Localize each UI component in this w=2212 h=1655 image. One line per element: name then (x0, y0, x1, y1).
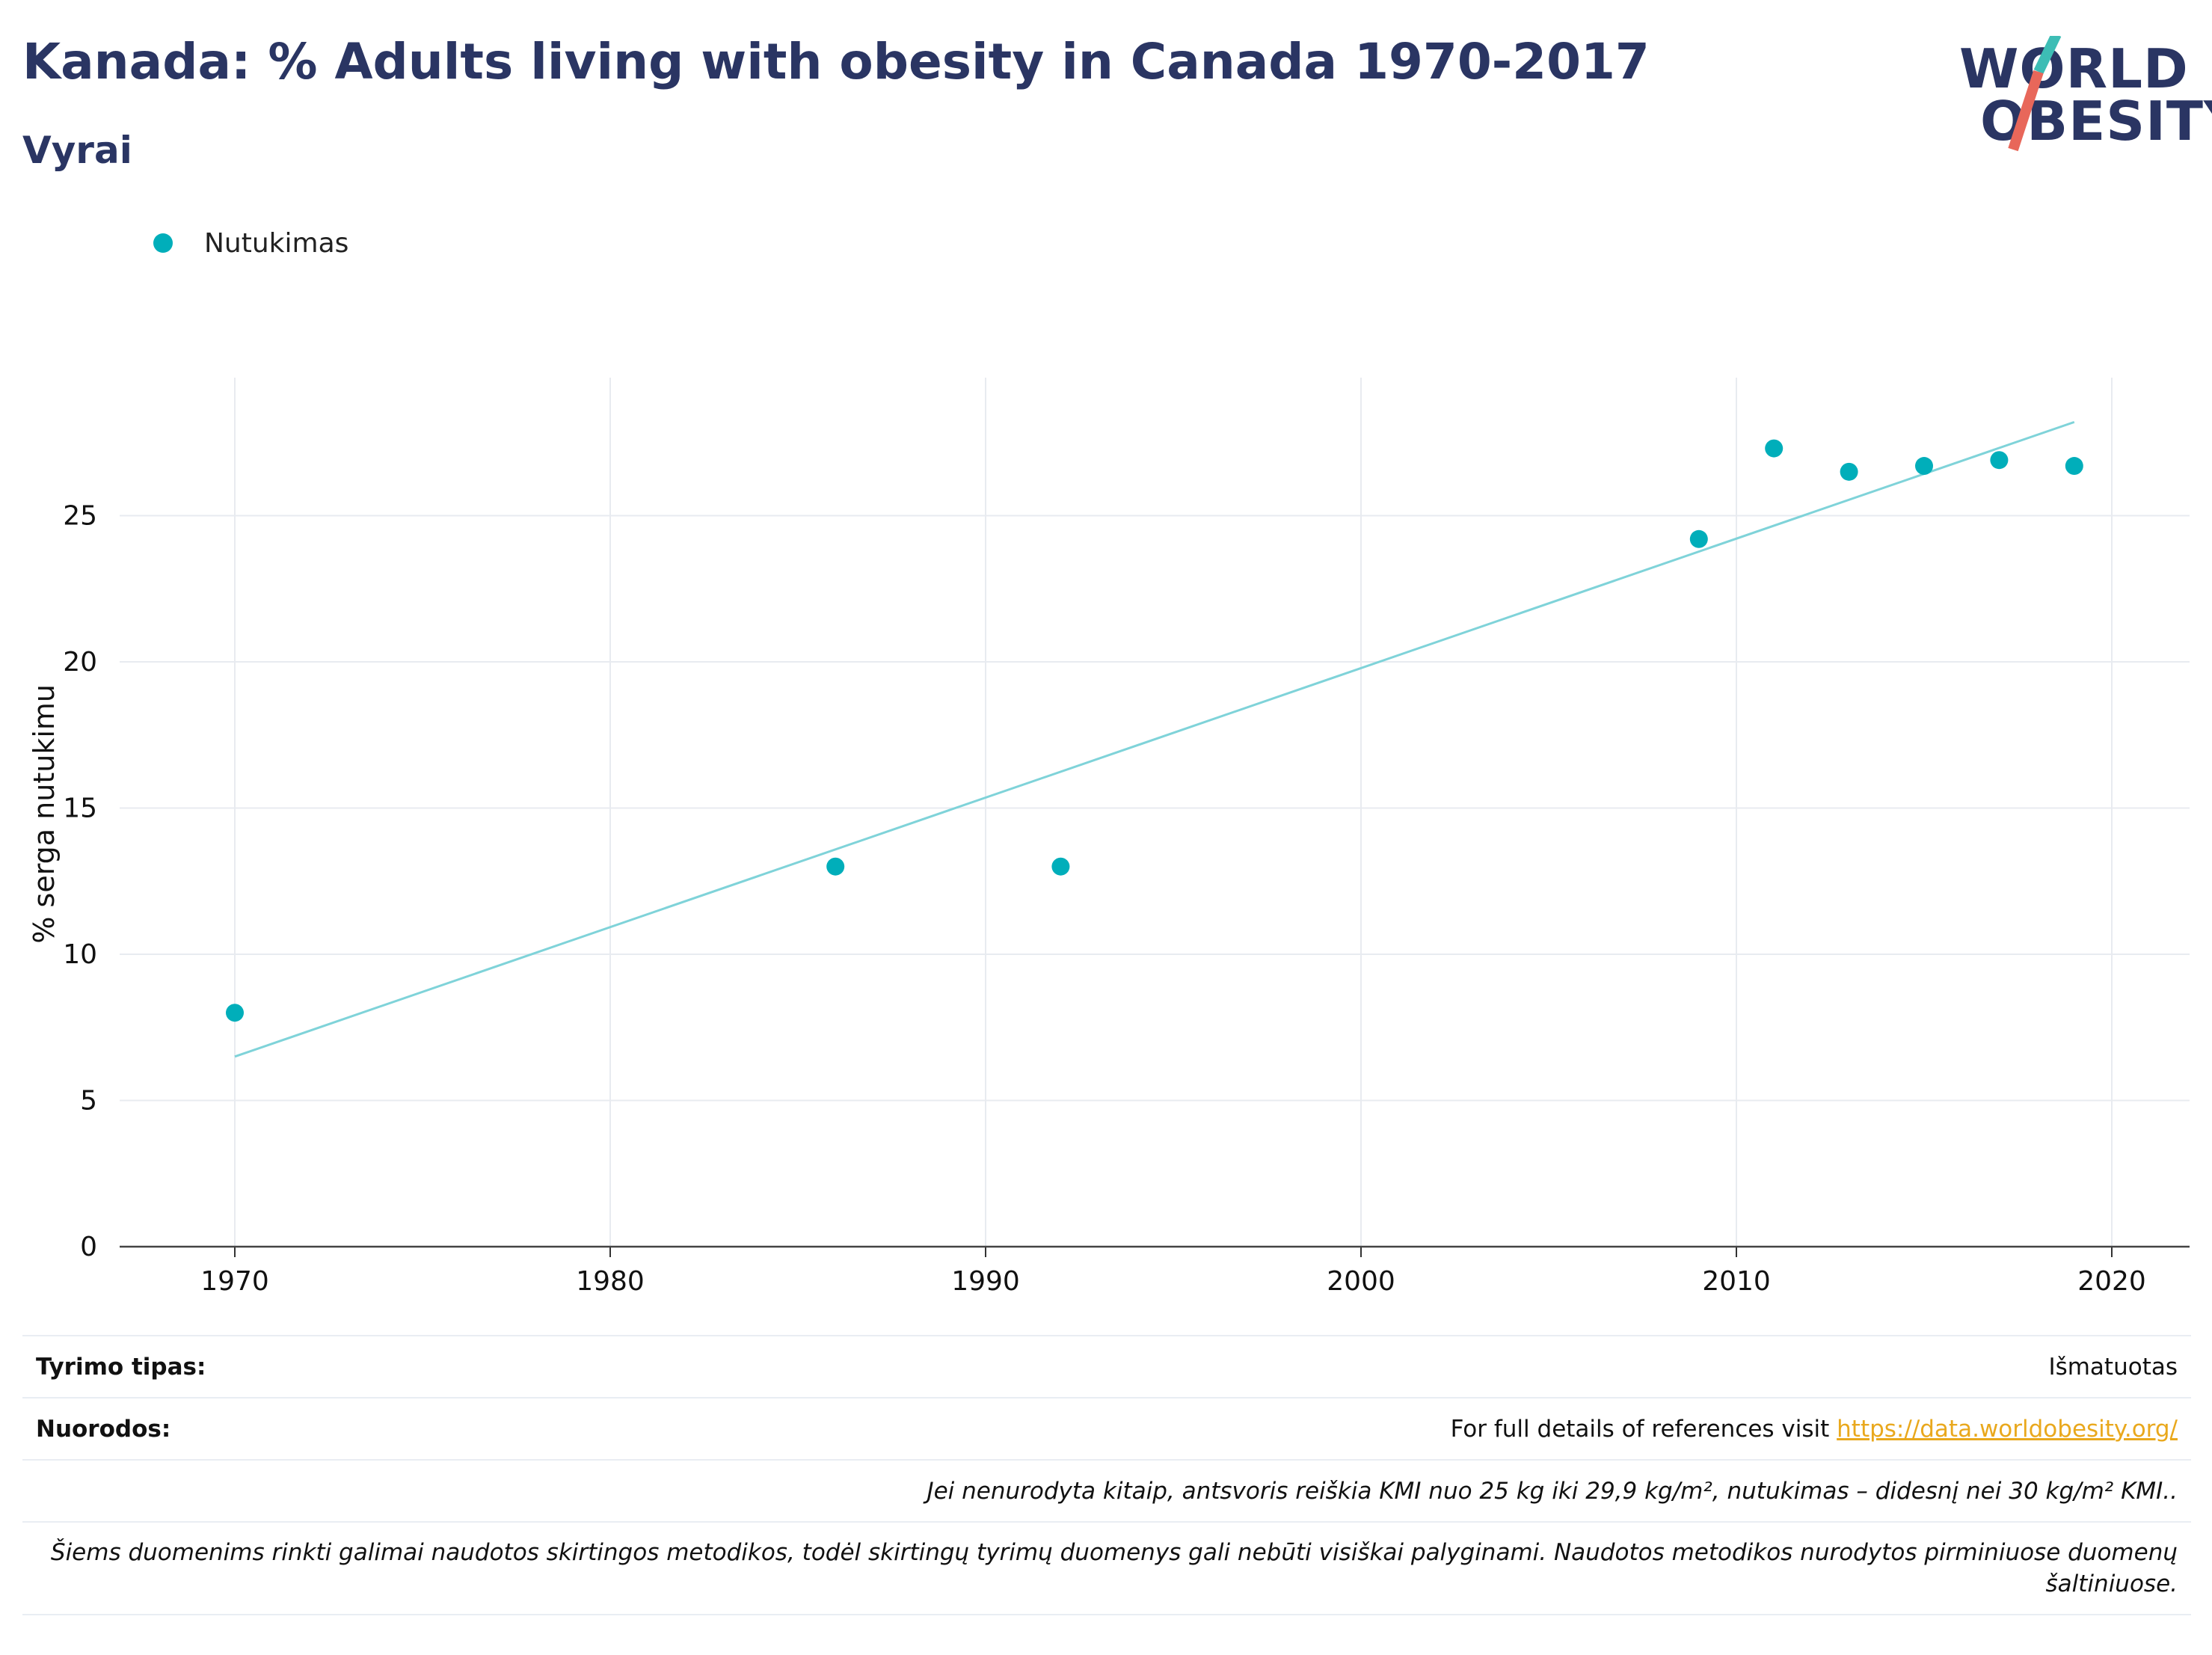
y-tick-label: 5 (80, 1086, 97, 1117)
y-tick-label: 20 (63, 647, 97, 678)
x-tick-label: 1980 (576, 1266, 645, 1297)
y-tick-label: 15 (63, 793, 97, 824)
survey-type-label: Tyrimo tipas: (36, 1353, 206, 1381)
y-axis-label: % serga nutukimu (28, 684, 61, 944)
logo-line1: WORLD (1959, 37, 2189, 100)
footer-survey-type-row: Tyrimo tipas: Išmatuotas (22, 1335, 2191, 1397)
data-point (2065, 457, 2083, 476)
x-tick-label: 2010 (1702, 1266, 1771, 1297)
x-tick-label: 1990 (951, 1266, 1020, 1297)
x-tick-label: 2020 (2077, 1266, 2146, 1297)
footer-note-bmi: Jei nenurodyta kitaip, antsvoris reiškia… (22, 1459, 2191, 1521)
y-tick-label: 25 (63, 501, 97, 532)
chart-footer: Tyrimo tipas: Išmatuotas Nuorodos: For f… (22, 1335, 2191, 1615)
legend: Nutukimas (153, 224, 348, 262)
data-point (1051, 857, 1070, 876)
references-label: Nuorodos: (36, 1415, 171, 1443)
logo-slash-icon (2008, 36, 2062, 152)
data-point (826, 857, 845, 876)
references-value: For full details of references visit htt… (1451, 1416, 2178, 1443)
survey-type-value: Išmatuotas (2048, 1353, 2178, 1381)
bmi-definition-note: Jei nenurodyta kitaip, antsvoris reiškia… (927, 1477, 2178, 1505)
trendline (234, 420, 2075, 1058)
data-point (226, 1004, 244, 1022)
references-link[interactable]: https://data.worldobesity.org/ (1837, 1415, 2178, 1443)
data-point (1840, 462, 1858, 481)
methodology-note: Šiems duomenims rinkti galimai naudotos … (50, 1539, 2178, 1597)
chart-subtitle: Vyrai (22, 129, 132, 172)
data-point (1765, 439, 1784, 458)
y-tick-label: 0 (80, 1232, 97, 1262)
data-point (1915, 457, 1933, 476)
legend-marker (153, 233, 173, 253)
data-point (1689, 529, 1708, 548)
y-tick-label: 10 (63, 939, 97, 970)
legend-label: Nutukimas (204, 227, 349, 259)
footer-references-row: Nuorodos: For full details of references… (22, 1397, 2191, 1459)
x-tick-label: 1970 (200, 1266, 269, 1297)
footer-note-methods: Šiems duomenims rinkti galimai naudotos … (22, 1521, 2191, 1615)
scatter-chart: 0 5 10 15 20 25 1970 1980 1990 2000 2010 2020 % serg… (28, 378, 2190, 1297)
world-obesity-logo: WORLD OBESITY (1944, 36, 2212, 156)
x-tick-label: 2000 (1327, 1266, 1395, 1297)
data-point (1990, 451, 2009, 470)
references-text: For full details of references visit (1450, 1415, 1837, 1443)
chart-title: Kanada: % Adults living with obesity in … (22, 33, 1650, 90)
